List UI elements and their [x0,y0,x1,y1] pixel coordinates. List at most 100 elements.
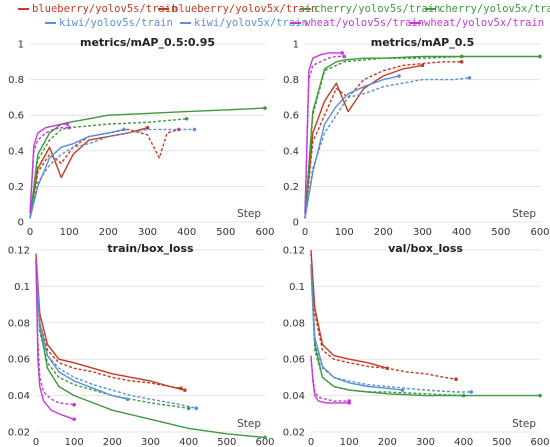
series-end-point [397,74,401,78]
series-end-point [186,406,191,411]
x-tick-label: 400 [177,227,196,238]
x-tick-label: 200 [103,437,122,447]
x-tick-label: 0 [308,437,314,447]
x-tick-label: 300 [416,437,435,447]
legend-item: cherry/yolov5x/train [425,2,550,16]
x-tick-label: 100 [335,227,354,238]
y-tick-label: 0.2 [8,182,24,193]
x-tick-label: 200 [374,227,393,238]
x-axis-label: Step [237,208,261,220]
legend-swatch [18,8,29,10]
series-line [35,259,266,439]
legend-label: blueberry/yolov5s/train [32,3,178,15]
x-tick-label: 300 [141,437,160,447]
x-tick-label: 600 [530,227,549,238]
x-tick-label: 500 [217,437,236,447]
series-end-point [538,393,542,398]
series-line [304,55,345,214]
series-line [35,259,182,389]
legend-item: wheat/yolov5x/train [410,16,544,30]
y-tick-label: 0.6 [283,111,299,122]
series-line [304,64,423,219]
series-line [29,128,195,219]
x-tick-label: 100 [60,227,79,238]
y-tick-label: 0.8 [283,75,299,86]
chart-title: metrics/mAP_0.5:0.95 [80,36,215,49]
series-line [29,128,180,219]
series-line [29,107,266,219]
series-end-point [72,402,76,407]
series-line [29,123,68,214]
x-axis-label: Step [512,208,536,220]
x-tick-label: 400 [179,437,198,447]
x-tick-label: 300 [413,227,432,238]
legend-label: wheat/yolov5x/train [424,17,545,29]
chart-map-0.5: 0 0.2 0.4 0.6 0.8 1 0 100 200 300 400 500 600 metrics… [283,36,549,238]
series-line [35,264,189,409]
legend-swatch [45,22,56,24]
legend-swatch [300,8,311,10]
x-tick-label: 500 [216,227,235,238]
legend-item: cherry/yolov5s/train [300,2,440,16]
series-end-point [67,125,71,130]
series-line [304,55,540,219]
x-tick-label: 600 [530,437,549,447]
x-axis-label: Step [512,418,536,430]
series-line [29,127,148,219]
series-line [29,128,125,219]
chart-val-box-loss: 0.02 0.04 0.06 0.08 0.1 0.12 0 100 200 300 400 500 6… [283,242,550,447]
x-tick-label: 500 [491,227,510,238]
x-tick-label: 200 [99,227,118,238]
legend-item: kiwi/yolov5x/train [180,16,308,30]
chart-title: metrics/mAP_0.5 [371,36,475,49]
legend-label: kiwi/yolov5s/train [59,17,173,29]
legend-swatch [180,22,191,24]
y-tick-label: 0.4 [8,146,24,157]
y-tick-label: 0 [18,218,24,229]
y-tick-label: 0.12 [8,246,30,257]
series-line [35,260,128,400]
legend-item: kiwi/yolov5s/train [45,16,173,30]
series-line [29,118,187,219]
series-end-point [454,377,458,382]
series-end-point [400,388,405,392]
x-tick-label: 400 [452,227,471,238]
series-end-point [467,76,472,80]
y-tick-label: 0.8 [8,75,24,86]
series-end-point [194,406,199,411]
x-tick-label: 600 [255,437,274,447]
y-tick-label: 0.12 [283,246,305,257]
series-line [310,264,540,397]
series-line [304,55,462,219]
y-tick-label: 0.1 [289,282,305,293]
legend-swatch [290,22,301,24]
legend-label: cherry/yolov5x/train [439,3,550,15]
series-line [304,61,462,219]
y-tick-label: 0.6 [8,111,24,122]
series-line [304,52,343,214]
legend: blueberry/yolov5s/train blueberry/yolov5x… [0,0,550,30]
series-end-point [184,116,189,121]
series-line [310,355,350,404]
y-tick-label: 0.04 [8,391,30,402]
series-end-point [122,127,126,132]
y-tick-label: 0.02 [283,428,305,439]
series-end-point [340,51,345,55]
series-end-point [385,366,390,371]
y-tick-label: 1 [18,40,24,51]
y-tick-label: 0 [293,218,299,229]
legend-swatch [410,22,421,24]
legend-item: blueberry/yolov5x/train [158,2,317,16]
series-line [310,359,350,402]
legend-item: wheat/yolov5s/train [290,16,424,30]
series-end-point [342,54,346,59]
series-end-point [192,127,197,132]
legend-label: cherry/yolov5s/train [314,3,441,15]
series-end-point [538,54,542,59]
x-axis-label: Step [237,418,261,430]
y-tick-label: 0.08 [8,318,30,329]
series-end-point [72,417,76,422]
y-tick-label: 0.08 [283,318,305,329]
y-tick-label: 0.02 [8,428,30,439]
legend-label: kiwi/yolov5x/train [194,17,308,29]
